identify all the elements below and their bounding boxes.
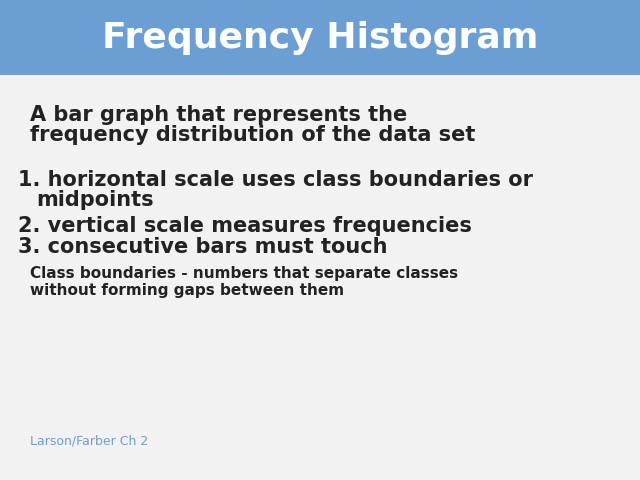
Text: without forming gaps between them: without forming gaps between them bbox=[30, 283, 344, 298]
Text: midpoints: midpoints bbox=[36, 190, 154, 210]
Text: Larson/Farber Ch 2: Larson/Farber Ch 2 bbox=[30, 435, 148, 448]
Text: 2. vertical scale measures frequencies: 2. vertical scale measures frequencies bbox=[18, 216, 472, 236]
Text: A bar graph that represents the: A bar graph that represents the bbox=[30, 105, 407, 125]
Text: Frequency Histogram: Frequency Histogram bbox=[102, 21, 538, 55]
Text: Class boundaries - numbers that separate classes: Class boundaries - numbers that separate… bbox=[30, 266, 458, 281]
Text: frequency distribution of the data set: frequency distribution of the data set bbox=[30, 125, 476, 145]
Text: 3. consecutive bars must touch: 3. consecutive bars must touch bbox=[18, 237, 387, 257]
Bar bbox=[0, 0, 640, 75]
Text: 1. horizontal scale uses class boundaries or: 1. horizontal scale uses class boundarie… bbox=[18, 170, 533, 190]
